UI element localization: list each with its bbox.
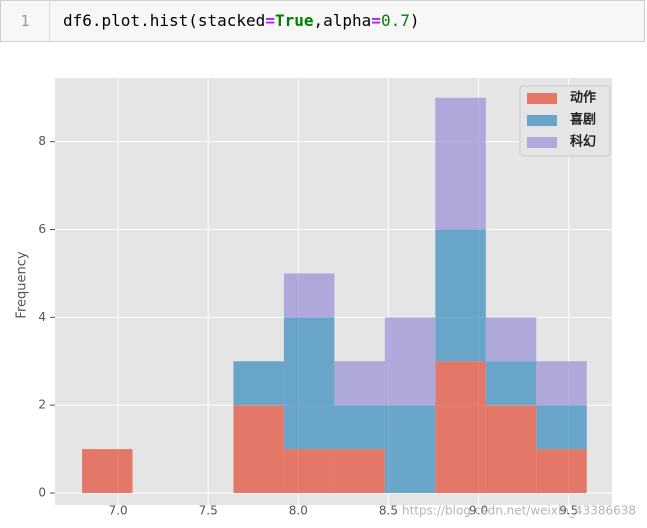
bar bbox=[536, 405, 587, 450]
bar bbox=[283, 273, 335, 318]
x-tick-label: 9.5 bbox=[559, 504, 578, 518]
code-token: df6.plot.hist bbox=[63, 11, 189, 30]
watermark: https://blog.csdn.net/weixin_43386638 bbox=[402, 504, 636, 518]
legend-label: 动作 bbox=[570, 90, 596, 106]
x-tick-label: 8.0 bbox=[289, 504, 308, 518]
code-token: stacked bbox=[197, 11, 266, 30]
bar bbox=[334, 361, 385, 406]
y-axis-label: Frequency bbox=[15, 251, 30, 318]
code-token: True bbox=[274, 11, 314, 30]
code-token: alpha bbox=[323, 11, 372, 30]
code-token: = bbox=[265, 11, 275, 30]
code-token: ) bbox=[409, 11, 420, 30]
x-tick-label: 7.5 bbox=[199, 504, 218, 518]
legend-swatch bbox=[527, 137, 557, 148]
legend-label: 科幻 bbox=[570, 134, 596, 150]
bar bbox=[384, 317, 436, 406]
code-token: ( bbox=[188, 11, 198, 30]
bar bbox=[536, 361, 587, 406]
bar bbox=[435, 229, 486, 362]
y-tick-label: 8 bbox=[38, 134, 46, 148]
legend-label: 喜剧 bbox=[570, 112, 596, 128]
bar bbox=[536, 449, 587, 493]
code-token: = bbox=[371, 11, 381, 30]
bar bbox=[233, 405, 284, 493]
code-token: 0.7 bbox=[380, 11, 410, 30]
code-line: df6.plot.hist(stacked=True,alpha=0.7) bbox=[63, 1, 419, 41]
code-cell[interactable]: 1 df6.plot.hist(stacked=True,alpha=0.7) bbox=[0, 0, 645, 42]
bar bbox=[435, 97, 486, 230]
bar bbox=[334, 405, 385, 450]
legend-swatch bbox=[527, 93, 557, 104]
legend-swatch bbox=[527, 115, 557, 126]
x-tick-label: 8.5 bbox=[379, 504, 398, 518]
y-tick-label: 6 bbox=[38, 222, 46, 236]
y-tick-label: 2 bbox=[38, 398, 46, 412]
bar bbox=[384, 405, 436, 493]
bar bbox=[485, 405, 537, 493]
y-tick-label: 4 bbox=[38, 310, 46, 324]
y-tick-label: 0 bbox=[38, 486, 46, 500]
bar bbox=[334, 449, 385, 493]
bar bbox=[283, 449, 335, 493]
bar bbox=[485, 317, 537, 362]
bar bbox=[435, 361, 486, 493]
cell-prompt: 1 bbox=[1, 1, 50, 41]
x-tick-label: 7.0 bbox=[109, 504, 128, 518]
x-tick-label: 9.0 bbox=[469, 504, 488, 518]
bar bbox=[485, 361, 537, 406]
bar bbox=[233, 361, 284, 406]
bar bbox=[283, 317, 335, 450]
bar bbox=[82, 449, 133, 493]
code-token: , bbox=[313, 11, 324, 30]
